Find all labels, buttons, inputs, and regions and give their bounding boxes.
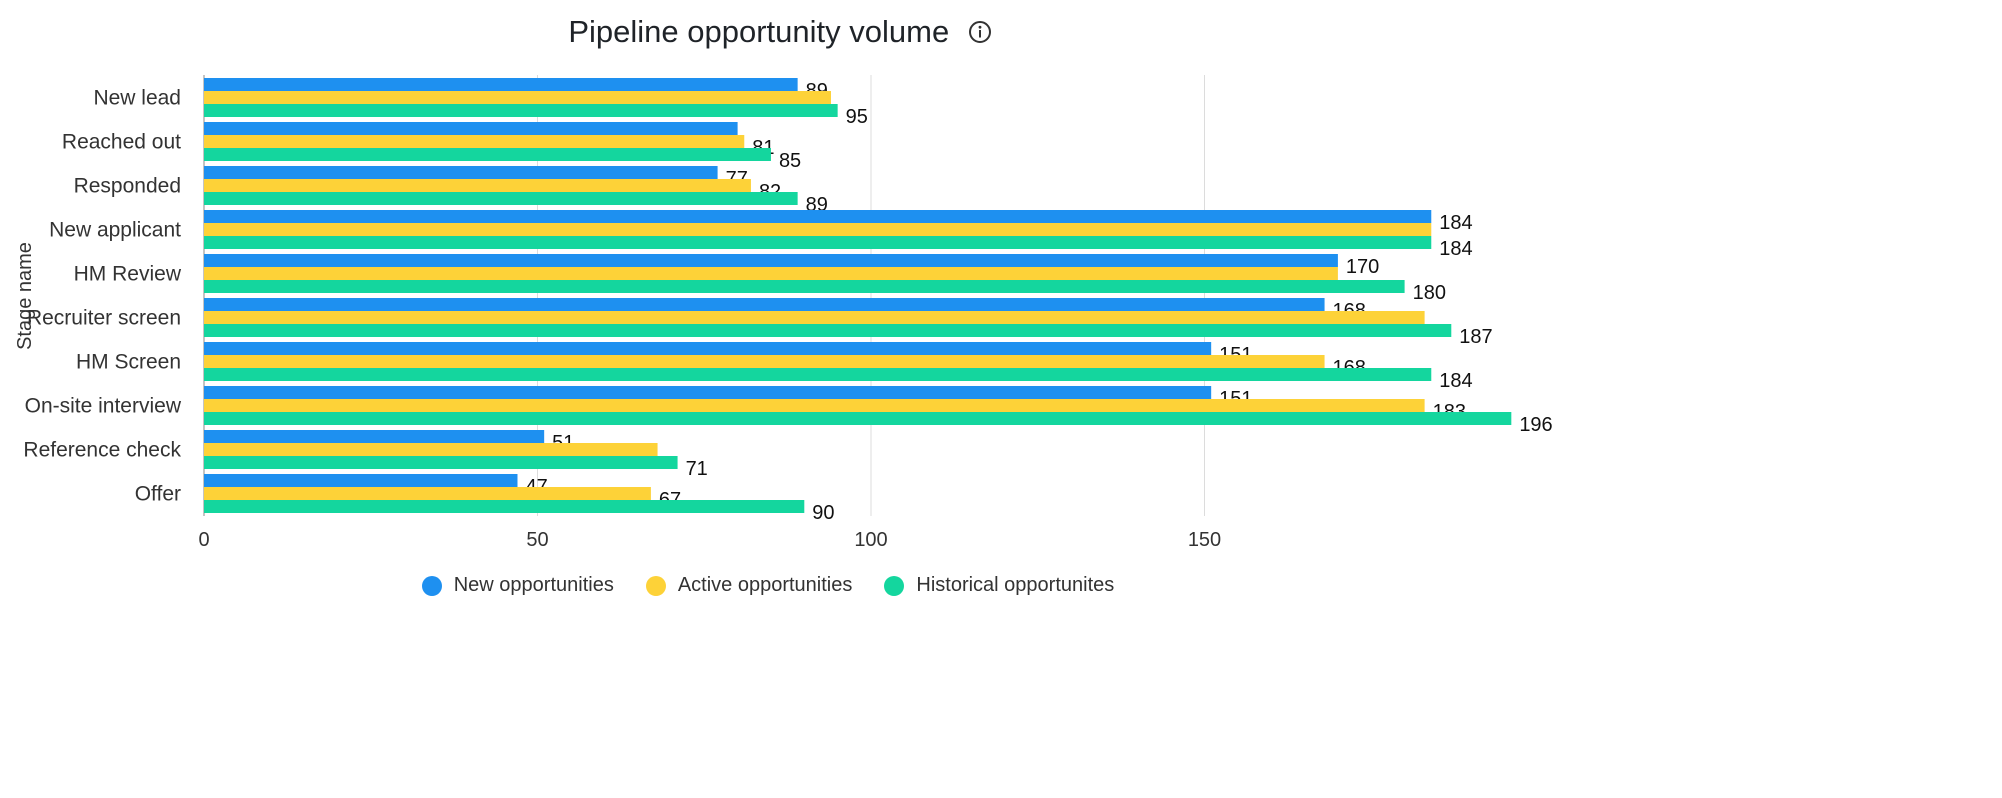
bar bbox=[204, 104, 838, 117]
data-label: 95 bbox=[846, 106, 868, 128]
info-circle-icon[interactable] bbox=[968, 20, 992, 44]
bar bbox=[204, 298, 1325, 311]
legend: New opportunities Active opportunities His… bbox=[0, 574, 1536, 601]
bar bbox=[204, 122, 738, 135]
data-label: 90 bbox=[812, 502, 834, 524]
legend-swatch bbox=[645, 575, 666, 596]
legend-item[interactable]: Active opportunities bbox=[645, 574, 853, 597]
bar bbox=[204, 430, 545, 443]
category-label: Reference check bbox=[23, 439, 181, 462]
data-label: 184 bbox=[1439, 212, 1472, 234]
bar bbox=[204, 386, 1212, 399]
legend-label: New opportunities bbox=[453, 574, 614, 596]
category-label: HM Screen bbox=[76, 351, 181, 374]
bar bbox=[204, 91, 831, 104]
category-label: New lead bbox=[93, 87, 181, 110]
category-label: Offer bbox=[135, 483, 181, 506]
bar bbox=[204, 474, 518, 487]
bar bbox=[204, 236, 1432, 249]
bar bbox=[204, 500, 805, 513]
bar bbox=[204, 223, 1432, 236]
bar bbox=[204, 166, 718, 179]
x-tick-label: 50 bbox=[526, 529, 548, 551]
bar bbox=[204, 368, 1432, 381]
x-tick-label: 0 bbox=[198, 529, 209, 551]
legend-item[interactable]: New opportunities bbox=[421, 574, 614, 597]
legend-swatch bbox=[884, 575, 905, 596]
chart-title-row: Pipeline opportunity volume bbox=[0, 14, 1560, 50]
category-label: Recruiter screen bbox=[27, 307, 181, 330]
data-label: 196 bbox=[1519, 414, 1552, 436]
data-label: 187 bbox=[1459, 326, 1492, 348]
category-label: On-site interview bbox=[25, 395, 182, 418]
data-label: 184 bbox=[1439, 238, 1472, 260]
bar bbox=[204, 443, 658, 456]
bar bbox=[204, 412, 1512, 425]
bar bbox=[204, 179, 751, 192]
data-label: 184 bbox=[1439, 370, 1472, 392]
bar bbox=[204, 311, 1425, 324]
bar bbox=[204, 135, 745, 148]
x-tick-label: 150 bbox=[1188, 529, 1221, 551]
bar bbox=[204, 355, 1325, 368]
bar bbox=[204, 456, 678, 469]
y-axis-title: Stage name bbox=[14, 242, 36, 350]
x-tick-label: 100 bbox=[854, 529, 887, 551]
bar bbox=[204, 342, 1212, 355]
legend-label: Active opportunities bbox=[677, 574, 853, 596]
data-label: 180 bbox=[1413, 282, 1446, 304]
legend-swatch bbox=[421, 575, 442, 596]
legend-label: Historical opportunites bbox=[916, 574, 1115, 596]
bar bbox=[204, 487, 651, 500]
category-label: New applicant bbox=[49, 219, 181, 242]
bar bbox=[204, 148, 771, 161]
data-label: 71 bbox=[686, 458, 708, 480]
data-label: 170 bbox=[1346, 256, 1379, 278]
data-label: 85 bbox=[779, 150, 801, 172]
bar bbox=[204, 267, 1338, 280]
category-label: Responded bbox=[74, 175, 181, 198]
bar bbox=[204, 78, 798, 91]
bar bbox=[204, 280, 1405, 293]
bar bbox=[204, 399, 1425, 412]
category-label: Reached out bbox=[62, 131, 181, 154]
bar bbox=[204, 192, 798, 205]
bar bbox=[204, 254, 1338, 267]
bar bbox=[204, 210, 1432, 223]
legend-item[interactable]: Historical opportunites bbox=[884, 574, 1114, 597]
category-label: HM Review bbox=[74, 263, 182, 286]
bar bbox=[204, 324, 1452, 337]
chart-title: Pipeline opportunity volume bbox=[568, 14, 950, 49]
